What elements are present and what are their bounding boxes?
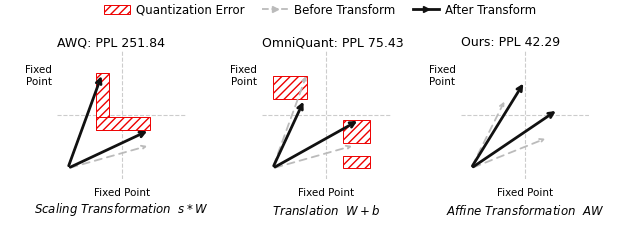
Text: Fixed
Point: Fixed Point — [429, 65, 456, 87]
Text: Ours: PPL 42.29: Ours: PPL 42.29 — [461, 36, 560, 49]
Text: Fixed
Point: Fixed Point — [230, 65, 257, 87]
Text: Fixed Point: Fixed Point — [298, 188, 355, 198]
Text: Affine Transformation  $AW$: Affine Transformation $AW$ — [445, 204, 604, 218]
Bar — [96, 117, 150, 130]
Text: Fixed
Point: Fixed Point — [26, 65, 52, 87]
Text: Fixed Point: Fixed Point — [497, 188, 553, 198]
Text: Translation  $W + b$: Translation $W + b$ — [273, 204, 380, 218]
Text: Scaling Transformation  $s * W$: Scaling Transformation $s * W$ — [35, 201, 209, 218]
Text: OmniQuant: PPL 75.43: OmniQuant: PPL 75.43 — [262, 36, 404, 49]
Text: Fixed Point: Fixed Point — [93, 188, 150, 198]
Legend: Quantization Error, Before Transform, After Transform: Quantization Error, Before Transform, Af… — [104, 4, 536, 17]
Text: AWQ: PPL 251.84: AWQ: PPL 251.84 — [58, 36, 166, 49]
Bar — [273, 76, 307, 99]
Bar — [96, 74, 109, 130]
Bar — [343, 120, 370, 143]
Bar — [343, 155, 370, 168]
